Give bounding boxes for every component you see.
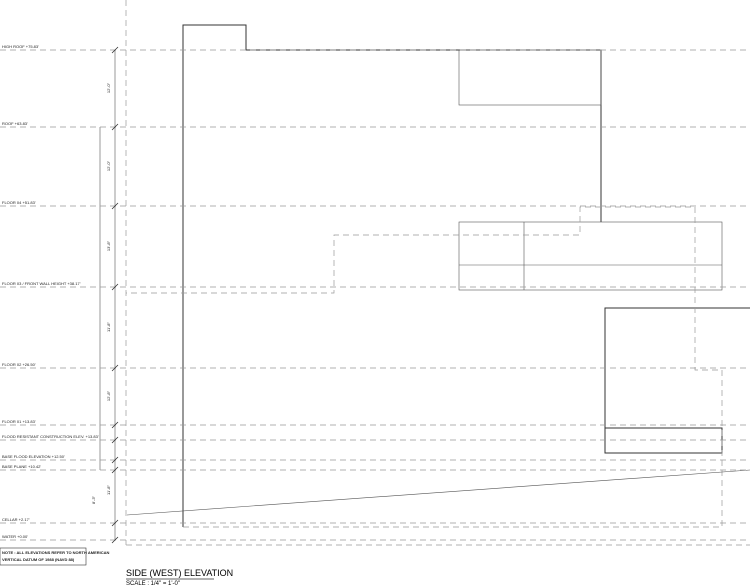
dimension-label: 13'-8" [106, 240, 111, 251]
level-tick [111, 283, 119, 291]
dimension-label: 11'-8" [106, 484, 111, 494]
dimension-label: 11'-8" [106, 321, 111, 331]
building-outline [182, 24, 602, 527]
level-label: HIGH ROOF +75.83' [2, 44, 39, 49]
level-tick [111, 364, 119, 372]
level-tick [111, 123, 119, 131]
dimension-label: 8'-3" [91, 495, 96, 504]
level-label: ROOF +63.83' [2, 121, 28, 126]
level-tick [111, 202, 119, 210]
note-line: NOTE : ALL ELEVATIONS REFER TO NORTH AME… [2, 550, 110, 555]
bay-box [458, 221, 723, 291]
level-label: BASE PLANE +10.42' [2, 464, 41, 469]
drawing-scale: SCALE : 1/4" = 1'-0" [126, 581, 180, 587]
hidden-outline [126, 206, 723, 528]
level-label: FLOOR 02 +26.50' [2, 362, 36, 367]
lower-box [604, 307, 750, 454]
drawing-title: SIDE (WEST) ELEVATION [126, 568, 233, 578]
level-label: BASE FLOOD ELEVATION +12.50' [2, 454, 65, 459]
level-label: WATER +0.00' [2, 534, 28, 539]
note-box [0, 547, 87, 566]
dimension-label: 12'-8" [106, 390, 111, 401]
level-label: CELLAR +2.17' [2, 517, 30, 522]
level-tick [111, 466, 119, 474]
level-tick [111, 46, 119, 54]
grade-line [126, 469, 750, 516]
dimension-label: 12'-0" [106, 160, 111, 171]
level-tick [111, 536, 119, 544]
level-label: FLOOR 03 / FRONT WALL HEIGHT +38.17' [2, 281, 81, 286]
dimension-label: 12'-0" [106, 82, 111, 93]
level-tick [111, 519, 119, 527]
level-label: FLOOR 01 +13.83' [2, 419, 36, 424]
rooftop-box [458, 49, 602, 106]
level-label: FLOOD RESISTANT CONSTRUCTION ELEV. +13.8… [2, 434, 99, 439]
level-tick [111, 436, 119, 444]
level-tick [111, 456, 119, 464]
level-label: FLOOR 04 +51.83' [2, 200, 36, 205]
note-line: VERTICAL DATUM OF 1988 (NAVD 88) [2, 557, 75, 562]
level-tick [111, 421, 119, 429]
